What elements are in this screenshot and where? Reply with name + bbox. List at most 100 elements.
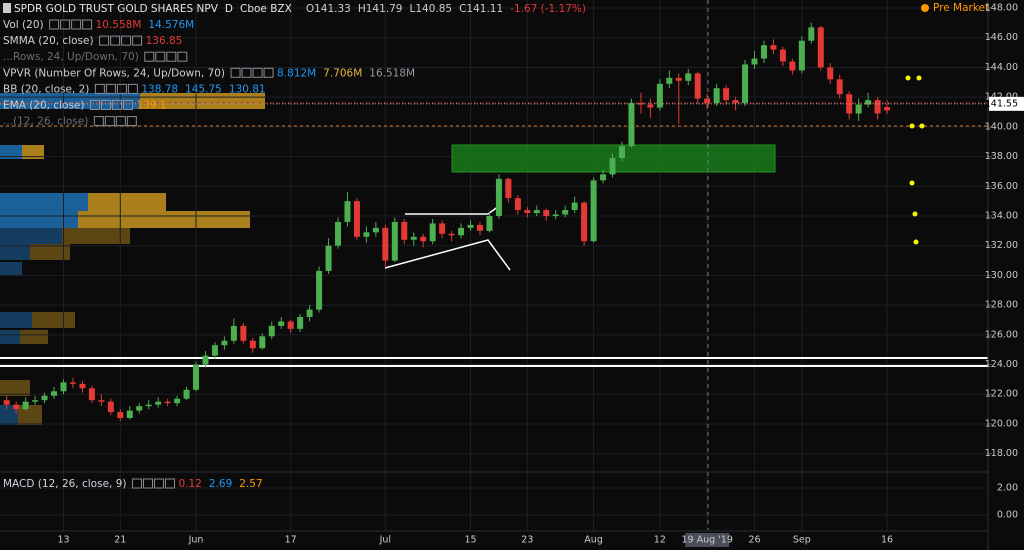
candle-body — [3, 400, 10, 405]
indicator-value: 130.81 — [229, 83, 266, 95]
x-tick-label: 13 — [57, 535, 69, 546]
symbol-text: SPDR GOLD TRUST GOLD SHARES NPV — [14, 3, 219, 15]
candle-body — [685, 73, 692, 81]
indicator-button[interactable] — [115, 116, 126, 127]
session-icon — [921, 4, 929, 12]
y-tick-label: 138.00 — [985, 151, 1018, 162]
indicator-button[interactable] — [94, 83, 105, 94]
indicator-button[interactable] — [116, 83, 127, 94]
indicator-value: 138.78 — [141, 83, 178, 95]
indicator-button[interactable] — [131, 478, 142, 489]
indicator-button[interactable] — [123, 100, 133, 110]
candle-body — [524, 210, 531, 214]
y-tick-label: 118.00 — [985, 448, 1018, 459]
indicator-button[interactable] — [153, 478, 164, 489]
symbol-text: Cboe BZX — [240, 3, 292, 15]
candle-body — [410, 236, 417, 240]
candle-body — [581, 202, 588, 242]
y-tick-label: 144.00 — [985, 62, 1018, 73]
indicator-button[interactable] — [112, 100, 122, 110]
candle-body — [88, 388, 95, 401]
x-tick-label: 16 — [881, 535, 893, 546]
candle-body — [60, 382, 67, 392]
indicator-button[interactable] — [164, 478, 175, 489]
indicator-button[interactable] — [90, 100, 100, 110]
indicator-button[interactable] — [82, 19, 93, 30]
indicator-button[interactable] — [263, 67, 274, 78]
price-marker-box — [989, 96, 1024, 111]
indicator-button[interactable] — [105, 83, 116, 94]
candle-body — [609, 158, 616, 175]
indicator-button[interactable] — [142, 478, 153, 489]
indicator-button[interactable] — [252, 67, 263, 78]
candle-body — [335, 221, 342, 246]
candle-body — [155, 401, 162, 405]
indicator-button[interactable] — [230, 67, 241, 78]
candle-body — [439, 223, 446, 234]
candle-body — [278, 321, 285, 326]
y-tick-label: 132.00 — [985, 240, 1018, 251]
candle-body — [382, 227, 389, 261]
candle-body — [865, 100, 872, 105]
candle-body — [694, 73, 701, 99]
indicator-button[interactable] — [60, 19, 71, 30]
candle-body — [401, 221, 408, 240]
indicator-button[interactable] — [241, 67, 252, 78]
indicator-button[interactable] — [99, 35, 110, 46]
legend: SPDR GOLD TRUST GOLD SHARES NPV D Cboe BZX… — [3, 3, 586, 128]
price-marker-label: 141.55 — [985, 98, 1018, 109]
indicator-button[interactable] — [126, 116, 137, 127]
indicator-button[interactable] — [127, 83, 138, 94]
indicator-button[interactable] — [144, 51, 155, 62]
y-tick-label: 146.00 — [985, 32, 1018, 43]
indicator-button[interactable] — [166, 51, 177, 62]
indicator-button[interactable] — [155, 51, 166, 62]
candle-body — [202, 355, 209, 365]
candle-body — [221, 340, 228, 346]
candle-body — [618, 146, 625, 159]
indicator-value: 10.558M — [96, 19, 142, 31]
indicator-name: ...(12, 26, close) — [3, 116, 88, 128]
candle-body — [552, 214, 559, 216]
indicator-button[interactable] — [177, 51, 188, 62]
indicator-button[interactable] — [49, 19, 60, 30]
indicator-name: ...Rows, 24, Up/Down, 70) — [3, 51, 139, 63]
session-label: Pre Market — [933, 2, 989, 14]
indicator-button[interactable] — [71, 19, 82, 30]
candle-body — [789, 61, 796, 71]
indicator-button[interactable] — [93, 116, 104, 127]
candle-body — [827, 67, 834, 80]
candle-body — [836, 79, 843, 95]
candle-body — [51, 391, 58, 396]
candle-body — [779, 49, 786, 62]
candle-body — [723, 88, 730, 101]
candle-body — [107, 401, 114, 413]
indicator-value: 8.812M — [277, 67, 316, 79]
indicator-button[interactable] — [104, 116, 115, 127]
candle-body — [13, 404, 20, 410]
trend-line — [405, 205, 500, 215]
y-tick-label: 126.00 — [985, 329, 1018, 340]
quote-value: -1.67 (-1.17%) — [510, 3, 586, 15]
candle-body — [230, 325, 237, 341]
x-tick-label: 26 — [748, 535, 760, 546]
y-tick-label: 2.00 — [997, 482, 1018, 493]
indicator-name: MACD (12, 26, close, 9) — [3, 478, 126, 490]
candle-body — [760, 45, 767, 59]
indicator-button[interactable] — [121, 35, 132, 46]
indicator-button[interactable] — [110, 35, 121, 46]
candle-body — [628, 103, 635, 147]
x-tick-label: 19 Aug '19 — [681, 535, 732, 546]
macd-pane: 2.00 0.00 MACD (12, 26, close, 9) 0.12 2.69 2… — [0, 478, 1018, 521]
indicator-button[interactable] — [132, 35, 143, 46]
indicator-button[interactable] — [101, 100, 111, 110]
candle-body — [259, 336, 266, 349]
candle-body — [808, 27, 815, 41]
y-tick-label: 122.00 — [985, 389, 1018, 400]
candle-body — [448, 233, 455, 236]
y-tick-label: 148.00 — [985, 3, 1018, 14]
candle-body — [268, 325, 275, 337]
x-tick-label: Sep — [793, 535, 811, 546]
candle-body — [543, 210, 550, 216]
candle-body — [316, 270, 323, 310]
